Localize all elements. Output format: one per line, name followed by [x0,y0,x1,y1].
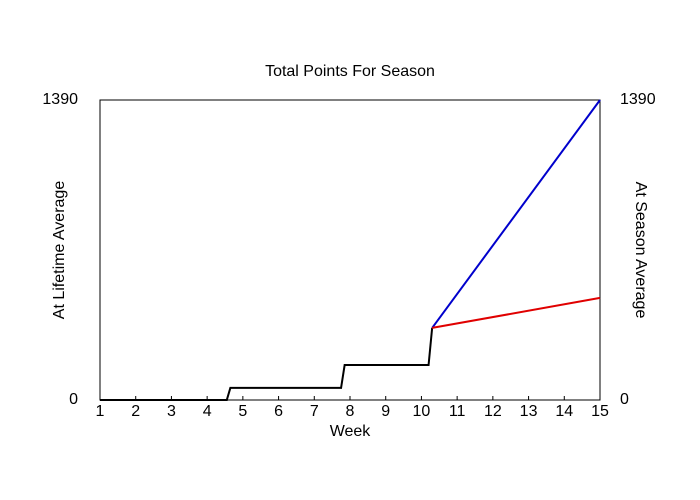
x-tick-label: 10 [413,403,431,420]
x-axis-label: Week [330,423,372,440]
x-tick-label: 4 [203,403,212,420]
x-tick-label: 8 [346,403,355,420]
y-axis-label: At Lifetime Average [51,181,68,320]
x-tick-label: 7 [310,403,319,420]
plot-frame [99,99,601,401]
series-line [431,99,601,329]
series-line [431,296,601,329]
x-tick-label: 13 [520,403,538,420]
y-tick-label: 1390 [42,91,78,108]
x-tick-label: 1 [96,403,105,420]
y2-tick-label: 0 [620,391,629,408]
x-tick-label: 5 [238,403,247,420]
x-tick-label: 11 [449,403,466,420]
y-tick-label: 0 [69,391,78,408]
y2-axis-label: At Season Average [632,182,649,319]
y2-tick-label: 1390 [620,91,656,108]
x-tick-label: 9 [381,403,390,420]
x-tick-label: 2 [131,403,140,420]
chart-title: Total Points For Season [265,63,435,80]
x-tick-label: 3 [167,403,176,420]
x-tick-label: 14 [555,403,573,420]
x-tick-label: 6 [274,403,283,420]
series-line [100,327,434,401]
x-tick-label: 15 [591,403,609,420]
x-tick-label: 12 [484,403,502,420]
